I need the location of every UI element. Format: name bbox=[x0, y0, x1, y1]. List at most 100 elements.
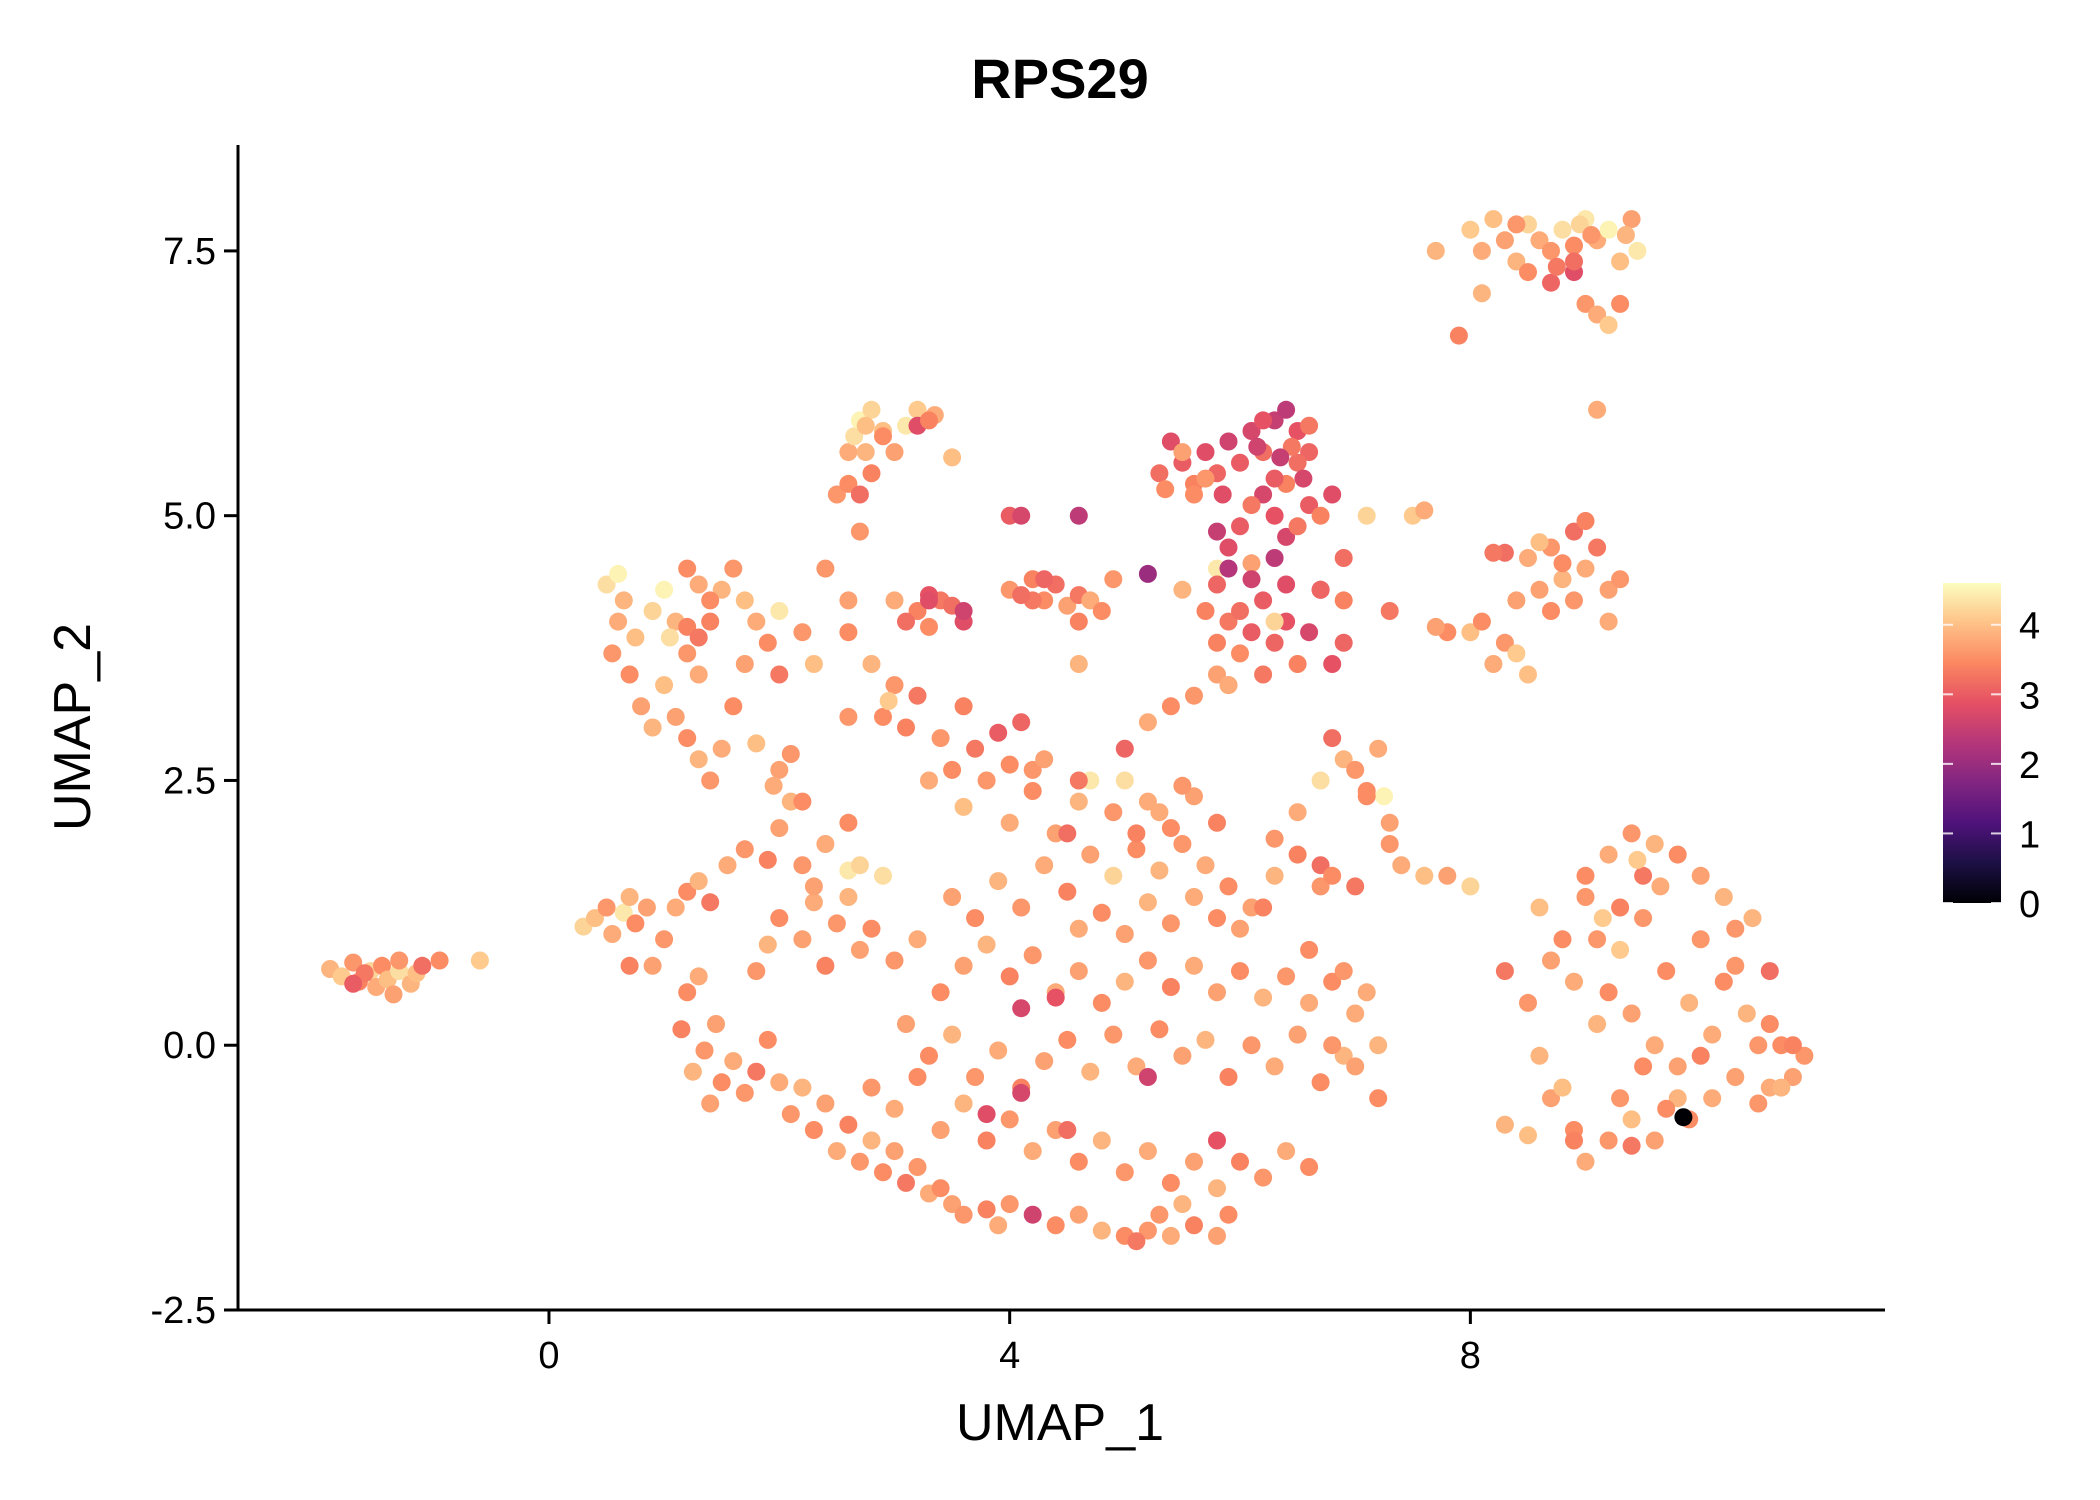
cell-point bbox=[1161, 1226, 1180, 1245]
cell-point bbox=[1219, 676, 1238, 695]
cell-point bbox=[609, 564, 628, 583]
cell-point bbox=[1138, 1221, 1157, 1240]
x-axis-ticks: 0 4 8 bbox=[538, 1310, 1481, 1377]
cell-point bbox=[839, 591, 858, 610]
cell-point bbox=[874, 707, 892, 726]
cell-point bbox=[1219, 559, 1238, 578]
cell-point bbox=[954, 602, 973, 620]
cell-point bbox=[1115, 1163, 1134, 1182]
cell-point bbox=[1271, 448, 1290, 467]
cell-point bbox=[1588, 305, 1607, 324]
cell-point bbox=[1530, 231, 1549, 250]
cell-point bbox=[1208, 575, 1226, 594]
cell-point bbox=[1323, 1036, 1342, 1055]
y-tick-label: 7.5 bbox=[163, 231, 216, 273]
cell-point bbox=[1651, 877, 1670, 896]
cell-point bbox=[850, 485, 869, 504]
cell-point bbox=[1300, 443, 1319, 462]
cell-point bbox=[1069, 612, 1088, 631]
cell-point bbox=[1415, 501, 1434, 520]
cell-point bbox=[1012, 713, 1031, 732]
cell-point bbox=[897, 718, 915, 737]
cell-point bbox=[1334, 549, 1353, 567]
cell-point bbox=[1542, 1089, 1560, 1108]
cell-point bbox=[1346, 760, 1365, 779]
cell-point bbox=[1737, 1004, 1756, 1023]
cell-point bbox=[816, 1094, 835, 1113]
cell-point bbox=[1069, 792, 1088, 811]
cell-point bbox=[874, 1163, 892, 1182]
cell-point bbox=[1138, 951, 1157, 970]
cell-point bbox=[770, 1073, 789, 1092]
cell-point bbox=[966, 739, 985, 758]
cell-point bbox=[1611, 898, 1630, 917]
cell-point bbox=[1634, 909, 1653, 928]
cell-point bbox=[1311, 580, 1330, 599]
colorbar-tick-label: 1 bbox=[2019, 814, 2040, 856]
cell-point bbox=[793, 1078, 812, 1097]
cell-point bbox=[1000, 1110, 1019, 1129]
cell-point bbox=[1760, 962, 1779, 981]
cell-point bbox=[689, 872, 708, 891]
cell-point bbox=[1565, 591, 1583, 610]
cell-point bbox=[1530, 533, 1549, 552]
cell-point bbox=[1288, 845, 1307, 864]
cell-point bbox=[1208, 1226, 1226, 1245]
cell-point bbox=[1588, 930, 1607, 949]
cell-point bbox=[1668, 1057, 1687, 1076]
cell-point bbox=[954, 1094, 973, 1113]
cell-point bbox=[1570, 215, 1589, 234]
cell-point bbox=[1588, 538, 1607, 557]
cell-point bbox=[1495, 962, 1514, 981]
cell-point bbox=[747, 734, 766, 753]
cell-point bbox=[1219, 538, 1238, 557]
cell-point bbox=[1294, 469, 1313, 488]
cell-point bbox=[666, 707, 685, 726]
cell-point bbox=[1553, 220, 1572, 239]
cell-point bbox=[1726, 919, 1745, 938]
cell-point bbox=[827, 485, 846, 504]
cell-point bbox=[1311, 877, 1330, 896]
cell-point bbox=[1208, 1131, 1226, 1150]
cell-point bbox=[1323, 866, 1342, 885]
cell-point bbox=[1530, 1046, 1549, 1065]
cell-point bbox=[1380, 835, 1399, 853]
cell-point bbox=[1138, 713, 1157, 732]
cell-point bbox=[1772, 1078, 1791, 1097]
cell-point bbox=[1495, 633, 1514, 652]
cell-point bbox=[1599, 983, 1618, 1002]
cell-point bbox=[1645, 1131, 1664, 1150]
cell-point bbox=[827, 914, 846, 933]
cell-point bbox=[1081, 1062, 1100, 1081]
x-tick-label: 0 bbox=[538, 1335, 559, 1377]
cell-point bbox=[1138, 792, 1157, 811]
cell-point bbox=[1611, 1089, 1630, 1108]
cell-point bbox=[1795, 1046, 1814, 1065]
cell-point bbox=[1213, 485, 1232, 504]
cell-point bbox=[1138, 564, 1157, 583]
cell-point bbox=[908, 602, 927, 620]
cell-point bbox=[839, 474, 858, 493]
cell-point bbox=[1392, 856, 1411, 875]
cell-point bbox=[1219, 877, 1238, 896]
cell-point bbox=[989, 1041, 1008, 1060]
cell-point bbox=[701, 771, 720, 790]
cell-point bbox=[1265, 469, 1284, 488]
cell-point bbox=[1242, 1036, 1261, 1055]
cell-point bbox=[1265, 829, 1284, 848]
cell-point bbox=[678, 617, 697, 636]
cell-point bbox=[804, 877, 823, 896]
cell-point bbox=[885, 951, 904, 970]
cell-point bbox=[620, 665, 639, 684]
cell-point bbox=[1288, 803, 1307, 822]
cell-point bbox=[1519, 549, 1537, 567]
cell-point bbox=[1173, 1046, 1192, 1065]
cell-point bbox=[626, 628, 645, 647]
cell-point bbox=[1254, 898, 1273, 917]
cell-point bbox=[701, 591, 720, 610]
cell-point bbox=[1645, 835, 1664, 853]
cell-point bbox=[1231, 1152, 1249, 1171]
cell-point bbox=[1058, 1030, 1077, 1049]
cell-point bbox=[1519, 1126, 1537, 1145]
cell-point bbox=[1334, 962, 1353, 981]
